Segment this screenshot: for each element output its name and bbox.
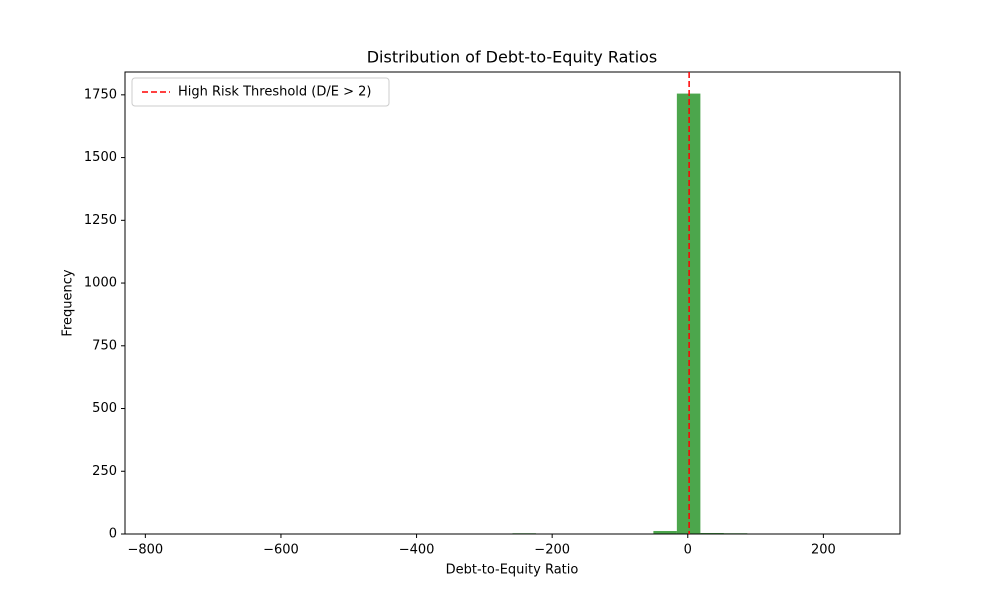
y-tick-label: 0 [109,527,117,542]
legend-label: High Risk Threshold (D/E > 2) [178,85,371,100]
bar [677,94,701,534]
x-tick-label: −600 [263,543,299,558]
y-tick-label: 500 [92,401,117,416]
x-tick-label: −800 [127,543,163,558]
y-axis-label: Frequency [61,269,76,336]
y-tick-label: 1250 [84,213,117,228]
x-axis-label: Debt-to-Equity Ratio [446,563,579,578]
y-tick-label: 250 [92,464,117,479]
y-tick-label: 1750 [84,87,117,102]
x-tick-label: 0 [684,543,692,558]
y-tick-label: 1500 [84,150,117,165]
x-tick-label: −200 [534,543,570,558]
y-tick-label: 1000 [84,276,117,291]
plot-frame [125,72,900,534]
x-tick-label: −400 [399,543,435,558]
y-tick-label: 750 [92,338,117,353]
x-tick-label: 200 [811,543,836,558]
chart-title: Distribution of Debt-to-Equity Ratios [367,48,658,67]
